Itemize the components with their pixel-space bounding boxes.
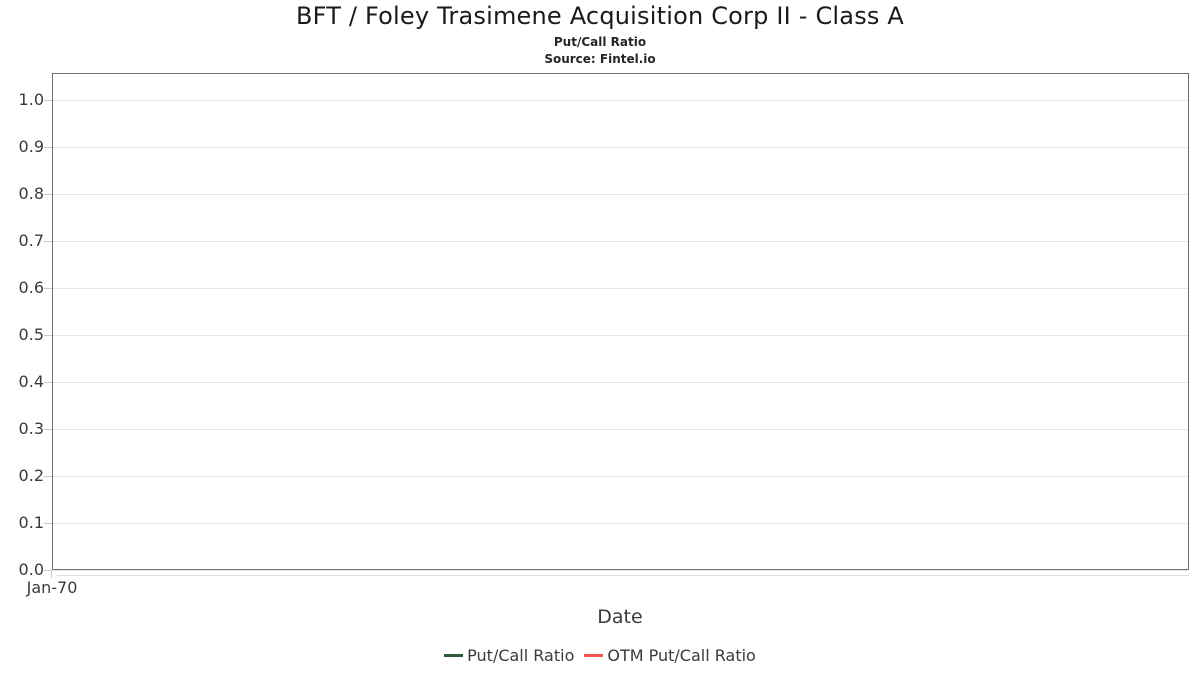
y-tick-mark: [44, 288, 52, 289]
gridline: [53, 99, 1188, 101]
legend-item-otm-put-call-ratio: OTM Put/Call Ratio: [584, 646, 756, 665]
gridline: [53, 334, 1188, 336]
x-axis-title: Date: [597, 606, 643, 628]
gridline: [53, 381, 1188, 383]
y-tick-label: 0.0: [18, 560, 44, 579]
y-tick-mark: [44, 194, 52, 195]
y-tick-label: 0.6: [18, 278, 44, 297]
gridline: [53, 428, 1188, 430]
y-tick-label: 0.2: [18, 466, 44, 485]
chart-subtitle: Put/Call Ratio: [553, 35, 647, 49]
gridline: [53, 569, 1188, 571]
x-tick-mark: [51, 571, 52, 578]
chart-title: BFT / Foley Trasimene Acquisition Corp I…: [295, 2, 905, 30]
gridline: [53, 522, 1188, 524]
legend-item-put-call-ratio: Put/Call Ratio: [444, 646, 574, 665]
y-tick-label: 0.1: [18, 513, 44, 532]
y-tick-label: 0.7: [18, 231, 44, 250]
y-tick-label: 0.4: [18, 372, 44, 391]
x-tick-label: Jan-70: [26, 578, 78, 597]
y-tick-label: 0.3: [18, 419, 44, 438]
line-swatch-icon: [584, 654, 604, 657]
gridline: [53, 146, 1188, 148]
gridline: [53, 240, 1188, 242]
y-tick-mark: [44, 382, 52, 383]
y-tick-mark: [44, 570, 52, 571]
y-tick-mark: [44, 523, 52, 524]
gridline: [53, 193, 1188, 195]
legend: Put/Call Ratio OTM Put/Call Ratio: [0, 646, 1200, 665]
y-tick-label: 1.0: [18, 90, 44, 109]
y-tick-mark: [44, 335, 52, 336]
legend-label: Put/Call Ratio: [467, 646, 575, 665]
chart-source-label: Source: Fintel.io: [544, 52, 656, 66]
gridline: [53, 287, 1188, 289]
y-tick-label: 0.9: [18, 137, 44, 156]
y-tick-mark: [44, 100, 52, 101]
plot-area: [52, 73, 1189, 571]
legend-label: OTM Put/Call Ratio: [607, 646, 756, 665]
gridline: [53, 475, 1188, 477]
y-tick-mark: [44, 476, 52, 477]
y-tick-mark: [44, 429, 52, 430]
y-tick-mark: [44, 147, 52, 148]
line-swatch-icon: [444, 654, 464, 657]
y-tick-label: 0.8: [18, 184, 44, 203]
y-tick-mark: [44, 241, 52, 242]
y-tick-label: 0.5: [18, 325, 44, 344]
x-axis-line: [57, 575, 1189, 576]
